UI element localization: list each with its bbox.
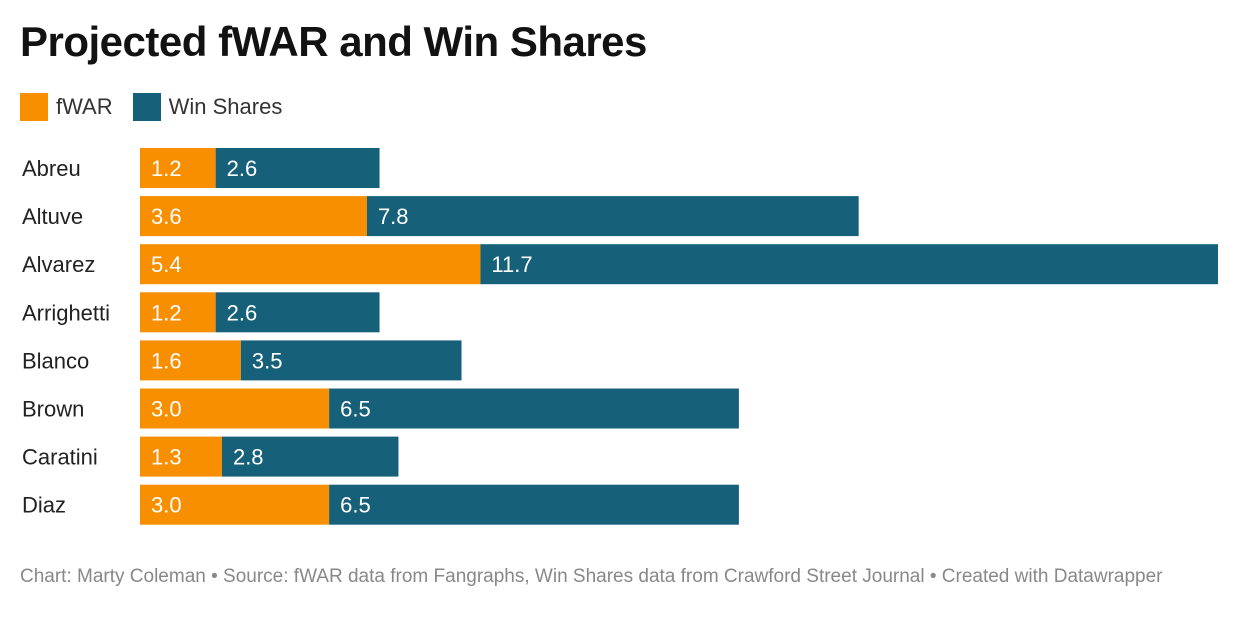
bar-win-shares-abreu bbox=[215, 148, 380, 188]
bar-fwar-brown bbox=[140, 388, 330, 429]
bar-chart: Abreu 1.2 2.6 Altuve 3.6 7.8 Alvarez 5.4 11.7 Arr… bbox=[22, 148, 1219, 525]
bar-win-shares-blanco bbox=[240, 340, 462, 381]
category-label-alvarez: Alvarez bbox=[22, 252, 95, 277]
bar-fwar-diaz bbox=[140, 484, 330, 525]
data-label-fwar-alvarez: 5.4 bbox=[151, 252, 182, 277]
data-label-fwar-diaz: 3.0 bbox=[151, 493, 182, 518]
category-label-diaz: Diaz bbox=[22, 493, 66, 518]
chart-footer: Chart: Marty Coleman • Source: fWAR data… bbox=[20, 566, 1163, 587]
legend: fWAR Win Shares bbox=[20, 92, 302, 122]
category-label-arrighetti: Arrighetti bbox=[22, 300, 110, 325]
data-label-win-shares-blanco: 3.5 bbox=[252, 348, 283, 373]
bar-fwar-altuve bbox=[140, 196, 367, 237]
category-label-blanco: Blanco bbox=[22, 348, 89, 373]
legend-label-fwar: fWAR bbox=[56, 94, 113, 119]
bar-fwar-blanco bbox=[140, 340, 241, 381]
data-label-fwar-caratini: 1.3 bbox=[151, 445, 182, 470]
legend-swatch-fwar bbox=[20, 93, 48, 121]
bar-fwar-abreu bbox=[140, 148, 216, 188]
category-label-abreu: Abreu bbox=[22, 156, 81, 181]
data-label-fwar-altuve: 3.6 bbox=[151, 204, 182, 229]
category-label-altuve: Altuve bbox=[22, 204, 83, 229]
data-label-win-shares-brown: 6.5 bbox=[340, 397, 371, 422]
legend-item-fwar: fWAR bbox=[20, 93, 113, 121]
data-label-win-shares-abreu: 2.6 bbox=[227, 156, 258, 181]
data-label-win-shares-alvarez: 11.7 bbox=[491, 252, 532, 277]
data-label-win-shares-caratini: 2.8 bbox=[233, 445, 264, 470]
legend-swatch-win-shares bbox=[132, 93, 161, 121]
bar-fwar-caratini bbox=[140, 436, 222, 477]
data-label-win-shares-arrighetti: 2.6 bbox=[227, 300, 258, 325]
bar-win-shares-alvarez bbox=[480, 244, 1219, 285]
data-label-fwar-blanco: 1.6 bbox=[151, 348, 182, 373]
bar-fwar-alvarez bbox=[140, 244, 481, 285]
bar-fwar-arrighetti bbox=[140, 292, 216, 333]
category-label-caratini: Caratini bbox=[22, 445, 98, 470]
chart-title: Projected fWAR and Win Shares bbox=[20, 18, 647, 65]
data-label-fwar-arrighetti: 1.2 bbox=[151, 300, 182, 325]
data-label-win-shares-diaz: 6.5 bbox=[340, 493, 371, 518]
data-label-win-shares-altuve: 7.8 bbox=[378, 204, 409, 229]
bar-win-shares-diaz bbox=[329, 484, 739, 525]
bar-win-shares-arrighetti bbox=[215, 292, 380, 333]
bar-win-shares-altuve bbox=[366, 196, 859, 237]
data-label-fwar-brown: 3.0 bbox=[151, 397, 182, 422]
bar-win-shares-caratini bbox=[221, 436, 399, 477]
data-label-fwar-abreu: 1.2 bbox=[151, 156, 182, 181]
category-label-brown: Brown bbox=[22, 397, 84, 422]
bar-win-shares-brown bbox=[329, 388, 739, 429]
legend-label-win-shares: Win Shares bbox=[168, 94, 283, 119]
legend-item-win-shares: Win Shares bbox=[132, 93, 283, 121]
